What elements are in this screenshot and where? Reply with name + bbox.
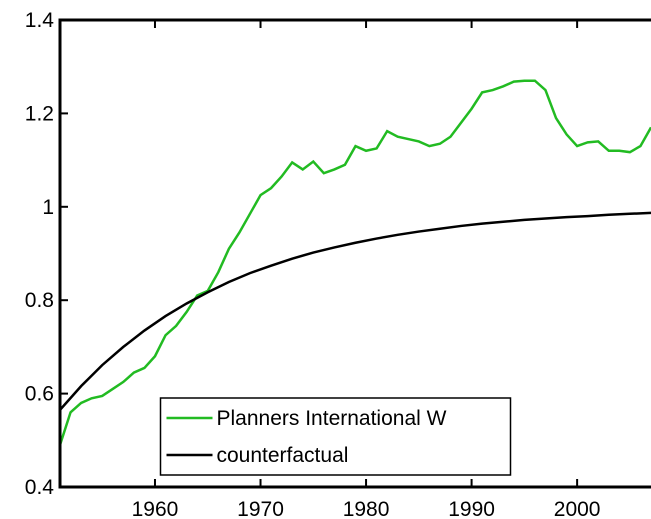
y-tick-label: 0.4 (25, 476, 55, 499)
y-tick-label: 1.4 (25, 9, 55, 32)
legend-label: counterfactual (217, 444, 349, 467)
series-line (60, 211, 651, 411)
y-tick-label: 1 (42, 196, 54, 219)
y-tick-label: 1.2 (25, 102, 54, 125)
x-tick-label: 1960 (132, 498, 179, 519)
legend-box (159, 397, 512, 476)
plot-area (60, 79, 651, 446)
series-line (60, 79, 651, 446)
y-tick-label: 0.6 (25, 383, 54, 406)
x-tick-label: 1980 (343, 498, 390, 519)
legend-label: Planners International W (217, 407, 447, 430)
x-tick-label: 1970 (237, 498, 284, 519)
axes-frame (58, 18, 651, 489)
x-tick-label: 2000 (554, 498, 601, 519)
x-tick-label: 1990 (448, 498, 495, 519)
y-tick-label: 0.8 (25, 289, 54, 312)
